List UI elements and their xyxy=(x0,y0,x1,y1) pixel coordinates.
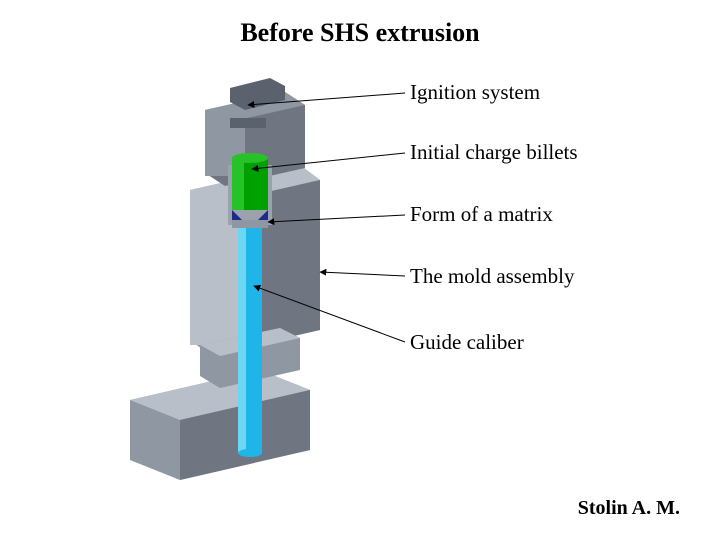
ignition-slot xyxy=(230,118,266,128)
diagram-svg xyxy=(110,70,330,490)
label-billets-text: Initial charge billets xyxy=(410,140,578,164)
attribution-text: Stolin A. M. xyxy=(578,497,680,519)
leader-lines xyxy=(0,0,720,540)
billet-green-highlight xyxy=(232,158,244,210)
title-text: Before SHS extrusion xyxy=(240,18,479,47)
guide-caliber-highlight xyxy=(238,228,246,453)
shs-extrusion-diagram xyxy=(110,70,330,490)
billet-green-top xyxy=(232,153,268,163)
label-mold-text: The mold assembly xyxy=(410,264,574,288)
label-matrix-text: Form of a matrix xyxy=(410,202,553,226)
attribution: Stolin A. M. xyxy=(578,497,680,520)
label-matrix: Form of a matrix xyxy=(410,202,553,227)
label-mold: The mold assembly xyxy=(410,264,574,289)
guide-caliber-bottom xyxy=(238,449,262,457)
label-caliber: Guide caliber xyxy=(410,330,524,355)
leader-4 xyxy=(320,272,405,276)
label-ignition-text: Ignition system xyxy=(410,80,540,104)
label-billets: Initial charge billets xyxy=(410,140,578,165)
page-title: Before SHS extrusion xyxy=(0,18,720,48)
label-ignition: Ignition system xyxy=(410,80,540,105)
matrix-band xyxy=(232,220,268,228)
label-caliber-text: Guide caliber xyxy=(410,330,524,354)
